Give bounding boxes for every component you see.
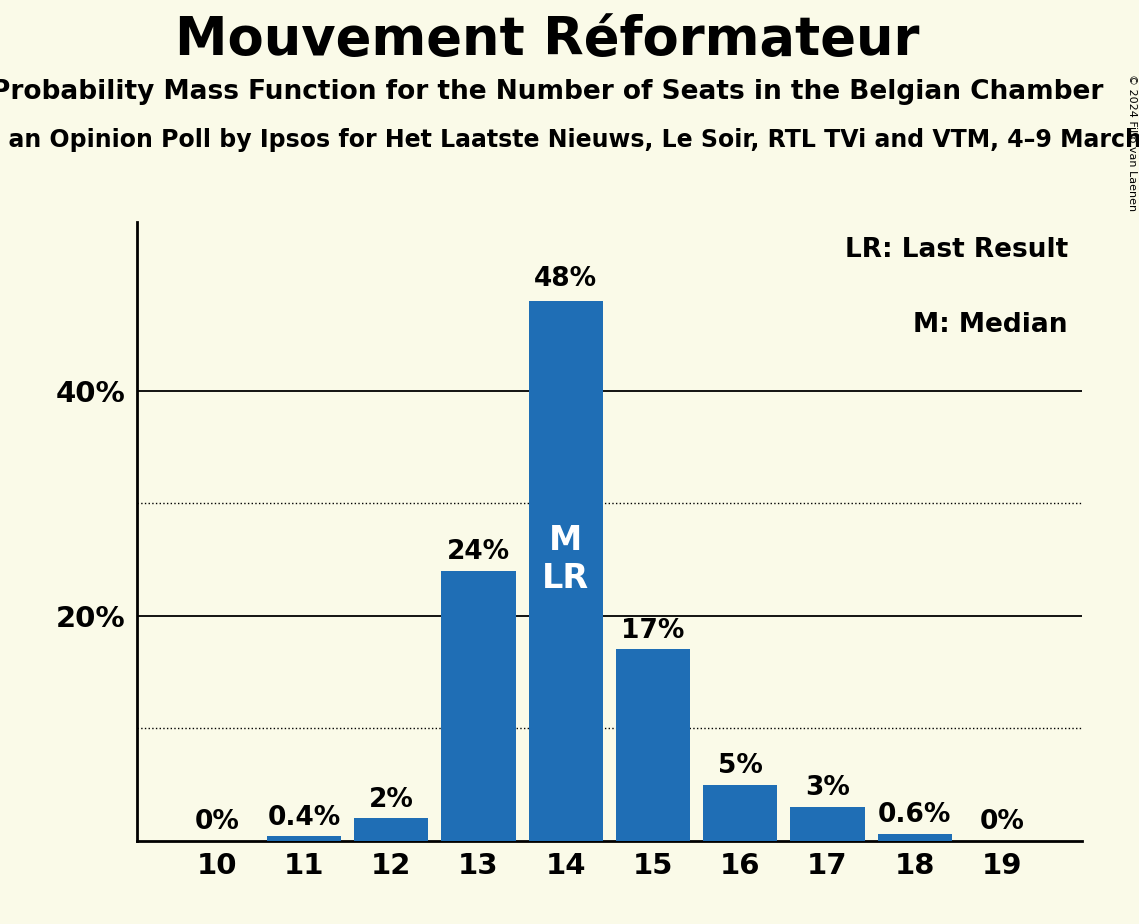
Text: 3%: 3% <box>805 775 850 801</box>
Text: 24%: 24% <box>446 539 510 565</box>
Text: 48%: 48% <box>534 265 597 292</box>
Bar <box>442 571 516 841</box>
Bar <box>616 650 690 841</box>
Text: 0.6%: 0.6% <box>878 802 951 829</box>
Text: Based on an Opinion Poll by Ipsos for Het Laatste Nieuws, Le Soir, RTL TVi and V: Based on an Opinion Poll by Ipsos for He… <box>0 128 1139 152</box>
Text: 2%: 2% <box>369 786 413 813</box>
Text: M: Median: M: Median <box>913 311 1068 337</box>
Bar <box>878 834 952 841</box>
Text: Probability Mass Function for the Number of Seats in the Belgian Chamber: Probability Mass Function for the Number… <box>0 79 1103 104</box>
Text: LR: Last Result: LR: Last Result <box>845 237 1068 263</box>
Bar <box>703 784 777 841</box>
Text: 17%: 17% <box>621 618 685 644</box>
Text: 0.4%: 0.4% <box>268 805 341 831</box>
Bar <box>528 300 603 841</box>
Bar <box>790 807 865 841</box>
Text: Mouvement Réformateur: Mouvement Réformateur <box>174 14 919 66</box>
Text: 0%: 0% <box>980 809 1024 835</box>
Text: 5%: 5% <box>718 753 763 779</box>
Bar <box>267 836 341 841</box>
Bar <box>354 819 428 841</box>
Text: © 2024 Filip van Laenen: © 2024 Filip van Laenen <box>1126 74 1137 211</box>
Text: 0%: 0% <box>195 809 239 835</box>
Text: M
LR: M LR <box>542 524 589 595</box>
